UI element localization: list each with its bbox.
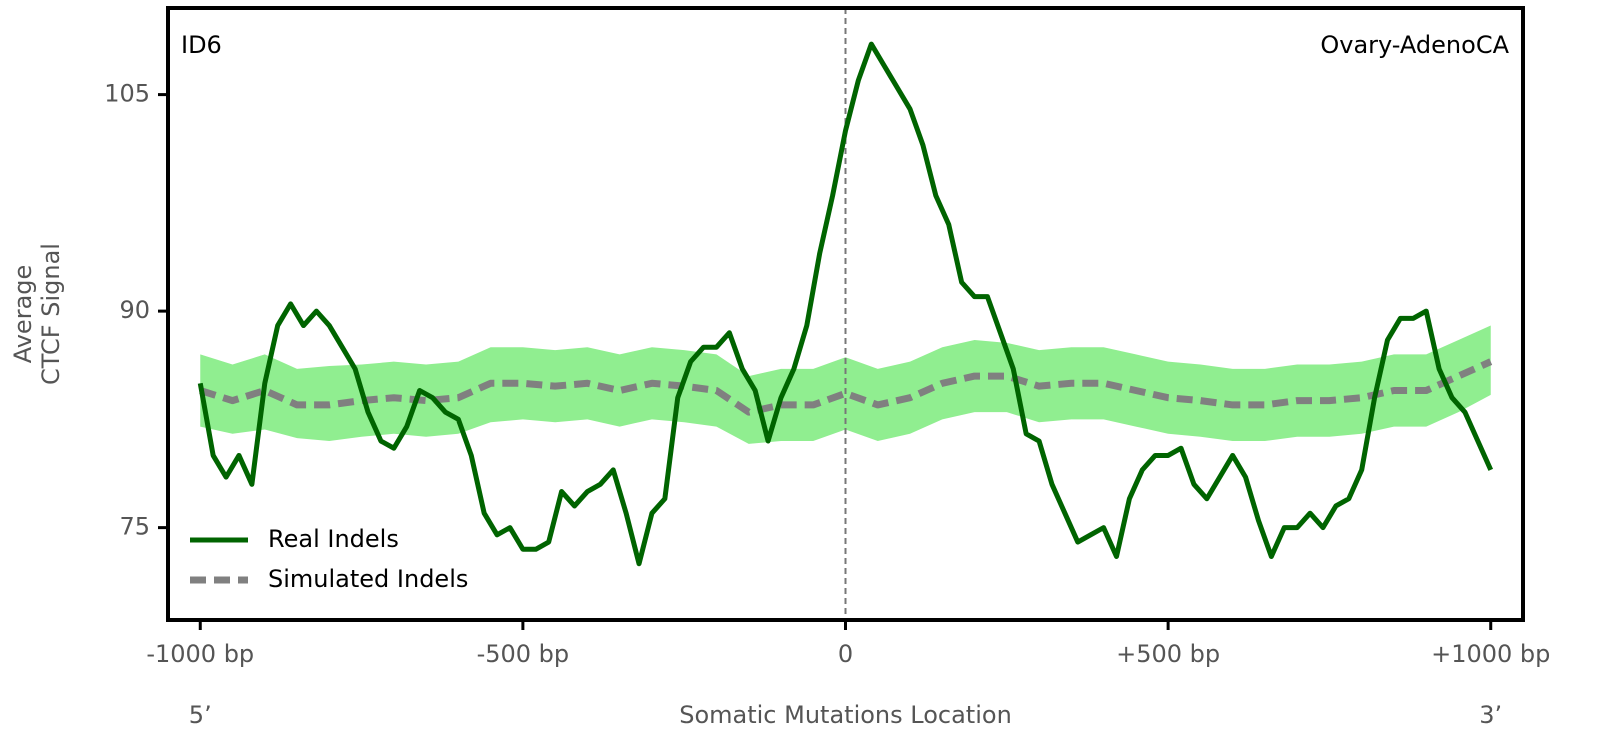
y-tick-label: 75 — [119, 513, 150, 541]
confidence-band — [200, 325, 1491, 444]
x-tick-label: 0 — [838, 640, 853, 668]
y-axis-label: CTCF Signal — [37, 243, 65, 385]
x-tick-label: -1000 bp — [146, 640, 254, 668]
legend-label: Simulated Indels — [268, 565, 468, 593]
y-tick-label: 90 — [119, 296, 150, 324]
y-axis-label: Average — [9, 265, 37, 364]
x-end-label: 3’ — [1479, 701, 1502, 729]
annotation: Ovary-AdenoCA — [1320, 31, 1509, 59]
legend-label: Real Indels — [268, 525, 399, 553]
x-end-label: 5’ — [189, 701, 212, 729]
x-tick-label: -500 bp — [477, 640, 570, 668]
y-tick-label: 105 — [104, 80, 150, 108]
annotation: ID6 — [181, 31, 222, 59]
x-axis-label: Somatic Mutations Location — [679, 701, 1012, 729]
x-tick-label: +500 bp — [1116, 640, 1220, 668]
series-line — [197, 41, 1494, 567]
x-tick-label: +1000 bp — [1431, 640, 1550, 668]
